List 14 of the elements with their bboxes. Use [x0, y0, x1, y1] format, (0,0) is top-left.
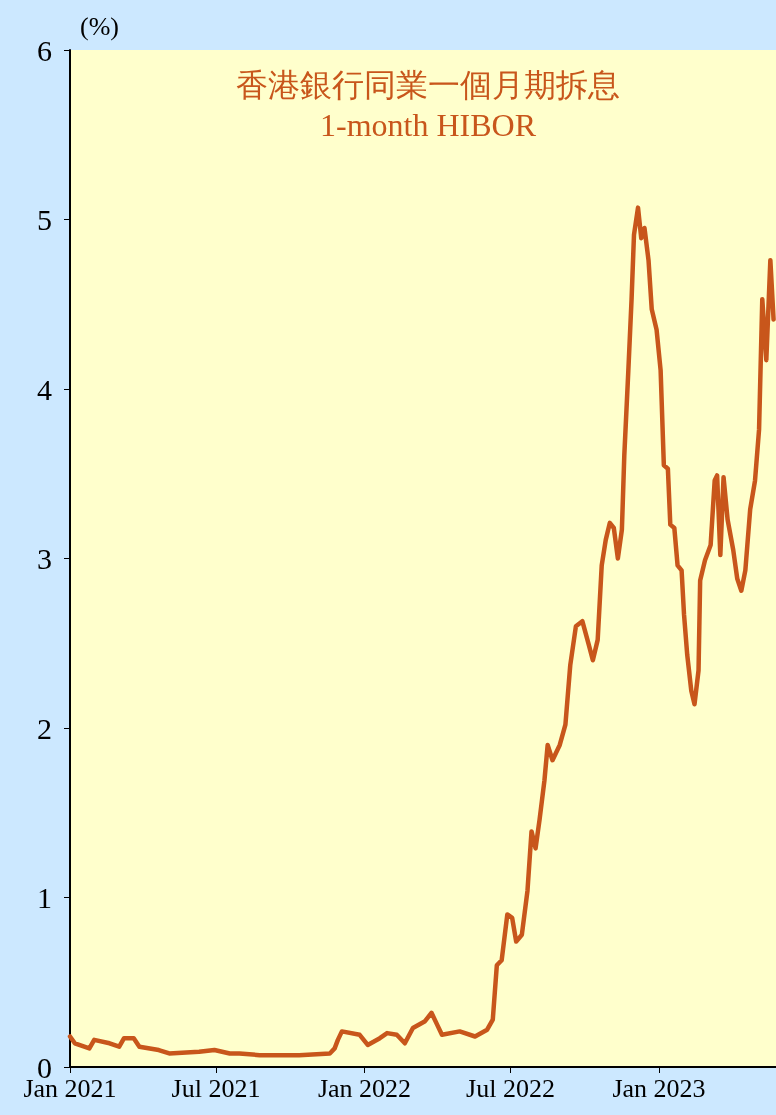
- text: 香港銀行同業一個月期拆息: [236, 67, 620, 103]
- x-tick-label: Jan 2022: [317, 1073, 412, 1103]
- text: 1-month HIBOR: [320, 107, 537, 143]
- x-tick-label: Jan 2023: [612, 1073, 706, 1103]
- y-tick-label: 5: [37, 203, 52, 236]
- y-axis-title: (%): [80, 11, 119, 41]
- x-tick-label: Jul 2022: [466, 1073, 555, 1103]
- y-tick-label: 3: [37, 542, 52, 575]
- x-tick-label: Jul 2021: [171, 1073, 261, 1103]
- y-tick-label: 6: [37, 33, 52, 67]
- y-tick-label: 2: [37, 711, 52, 745]
- y-tick-label: 1: [37, 881, 52, 914]
- y-tick-label: 4: [37, 372, 52, 406]
- line-series: [67, 205, 776, 1058]
